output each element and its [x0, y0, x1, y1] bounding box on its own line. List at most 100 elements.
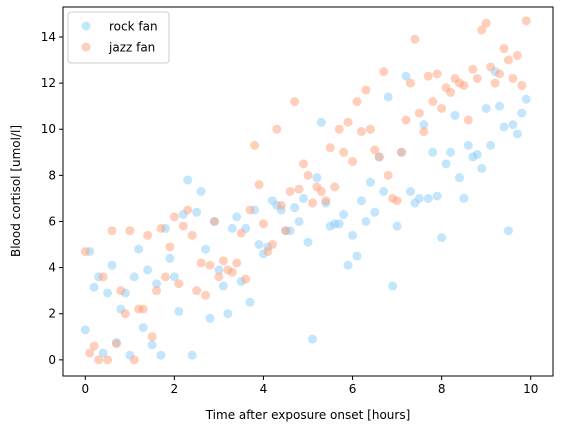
point-jazz-fan-58 [339, 147, 349, 157]
point-jazz-fan-46 [285, 187, 295, 196]
point-rock-fan-98 [517, 108, 527, 118]
point-jazz-fan-68 [383, 170, 393, 180]
point-jazz-fan-91 [486, 62, 496, 72]
y-tick-label-6: 6 [48, 214, 56, 228]
point-jazz-fan-39 [254, 180, 264, 190]
point-jazz-fan-1 [85, 348, 95, 358]
point-rock-fan-96 [508, 120, 518, 130]
point-rock-fan-78 [428, 147, 438, 157]
point-jazz-fan-98 [517, 80, 527, 90]
point-jazz-fan-54 [321, 196, 331, 206]
point-jazz-fan-94 [499, 44, 509, 54]
point-jazz-fan-27 [201, 290, 211, 300]
point-rock-fan-25 [192, 207, 202, 217]
y-tick-label-4: 4 [48, 261, 56, 275]
point-rock-fan-75 [414, 193, 424, 203]
point-rock-fan-12 [134, 244, 144, 254]
point-jazz-fan-67 [379, 67, 389, 77]
point-rock-fan-72 [401, 71, 411, 81]
point-jazz-fan-16 [152, 286, 162, 296]
x-axis-label: Time after exposure onset [hours] [205, 408, 411, 422]
point-jazz-fan-22 [178, 221, 188, 231]
legend-marker-rock-fan [81, 21, 91, 31]
point-rock-fan-85 [459, 193, 469, 203]
point-jazz-fan-95 [503, 55, 513, 65]
point-jazz-fan-42 [267, 240, 277, 250]
point-jazz-fan-63 [361, 85, 371, 95]
x-tick-label-10: 10 [523, 382, 538, 396]
point-jazz-fan-37 [245, 205, 255, 215]
point-jazz-fan-89 [477, 25, 487, 35]
point-rock-fan-65 [370, 207, 380, 217]
point-rock-fan-5 [103, 288, 113, 298]
point-jazz-fan-75 [414, 108, 424, 118]
point-jazz-fan-10 [125, 226, 135, 236]
point-jazz-fan-9 [120, 309, 130, 319]
point-jazz-fan-92 [490, 78, 500, 88]
point-jazz-fan-65 [370, 145, 380, 155]
point-jazz-fan-49 [299, 159, 309, 169]
point-jazz-fan-82 [446, 87, 456, 97]
point-rock-fan-49 [299, 193, 309, 203]
point-jazz-fan-26 [196, 258, 206, 268]
point-jazz-fan-31 [218, 256, 228, 266]
point-rock-fan-0 [80, 325, 90, 335]
point-rock-fan-26 [196, 187, 206, 196]
point-rock-fan-73 [405, 187, 415, 196]
point-rock-fan-30 [214, 265, 224, 275]
point-rock-fan-47 [290, 203, 300, 213]
point-rock-fan-90 [481, 103, 491, 113]
legend-frame [67, 11, 170, 64]
point-jazz-fan-2 [89, 341, 99, 351]
point-jazz-fan-90 [481, 18, 491, 28]
point-jazz-fan-80 [437, 103, 447, 113]
point-rock-fan-99 [521, 94, 531, 104]
point-jazz-fan-87 [468, 64, 478, 74]
point-rock-fan-97 [512, 129, 522, 139]
point-jazz-fan-40 [258, 219, 268, 229]
point-jazz-fan-64 [365, 124, 375, 134]
y-tick-label-12: 12 [41, 76, 56, 90]
point-jazz-fan-33 [227, 267, 237, 277]
point-jazz-fan-88 [472, 73, 482, 83]
point-rock-fan-64 [365, 177, 375, 187]
point-rock-fan-21 [174, 306, 184, 316]
point-rock-fan-81 [441, 159, 451, 169]
point-rock-fan-68 [383, 92, 393, 102]
point-rock-fan-69 [388, 281, 398, 291]
point-jazz-fan-79 [432, 69, 442, 79]
point-jazz-fan-30 [214, 272, 224, 282]
point-jazz-fan-93 [495, 69, 505, 79]
point-rock-fan-80 [437, 233, 447, 243]
point-rock-fan-67 [379, 187, 389, 196]
point-jazz-fan-51 [307, 198, 317, 208]
point-jazz-fan-62 [356, 127, 366, 137]
point-jazz-fan-78 [428, 97, 438, 107]
point-rock-fan-31 [218, 281, 228, 291]
axes-frame [62, 6, 554, 377]
point-rock-fan-50 [303, 237, 313, 247]
point-jazz-fan-55 [325, 143, 335, 153]
x-tick-label-4: 4 [260, 382, 268, 396]
point-rock-fan-53 [316, 117, 326, 127]
point-rock-fan-82 [446, 147, 456, 157]
point-rock-fan-48 [294, 216, 304, 226]
point-rock-fan-28 [205, 313, 215, 323]
point-jazz-fan-86 [463, 115, 473, 125]
y-tick-label-8: 8 [48, 168, 56, 182]
point-jazz-fan-41 [263, 246, 273, 256]
point-jazz-fan-76 [419, 127, 429, 137]
point-rock-fan-15 [147, 340, 157, 350]
point-jazz-fan-61 [352, 97, 362, 107]
point-jazz-fan-17 [156, 223, 166, 233]
point-jazz-fan-99 [521, 16, 531, 26]
x-tick-label-2: 2 [171, 382, 179, 396]
point-rock-fan-59 [343, 260, 353, 270]
point-rock-fan-70 [392, 221, 402, 231]
point-jazz-fan-20 [169, 212, 179, 222]
point-rock-fan-34 [232, 212, 242, 222]
point-jazz-fan-25 [192, 286, 202, 296]
point-jazz-fan-72 [401, 115, 411, 125]
point-rock-fan-61 [352, 251, 362, 261]
